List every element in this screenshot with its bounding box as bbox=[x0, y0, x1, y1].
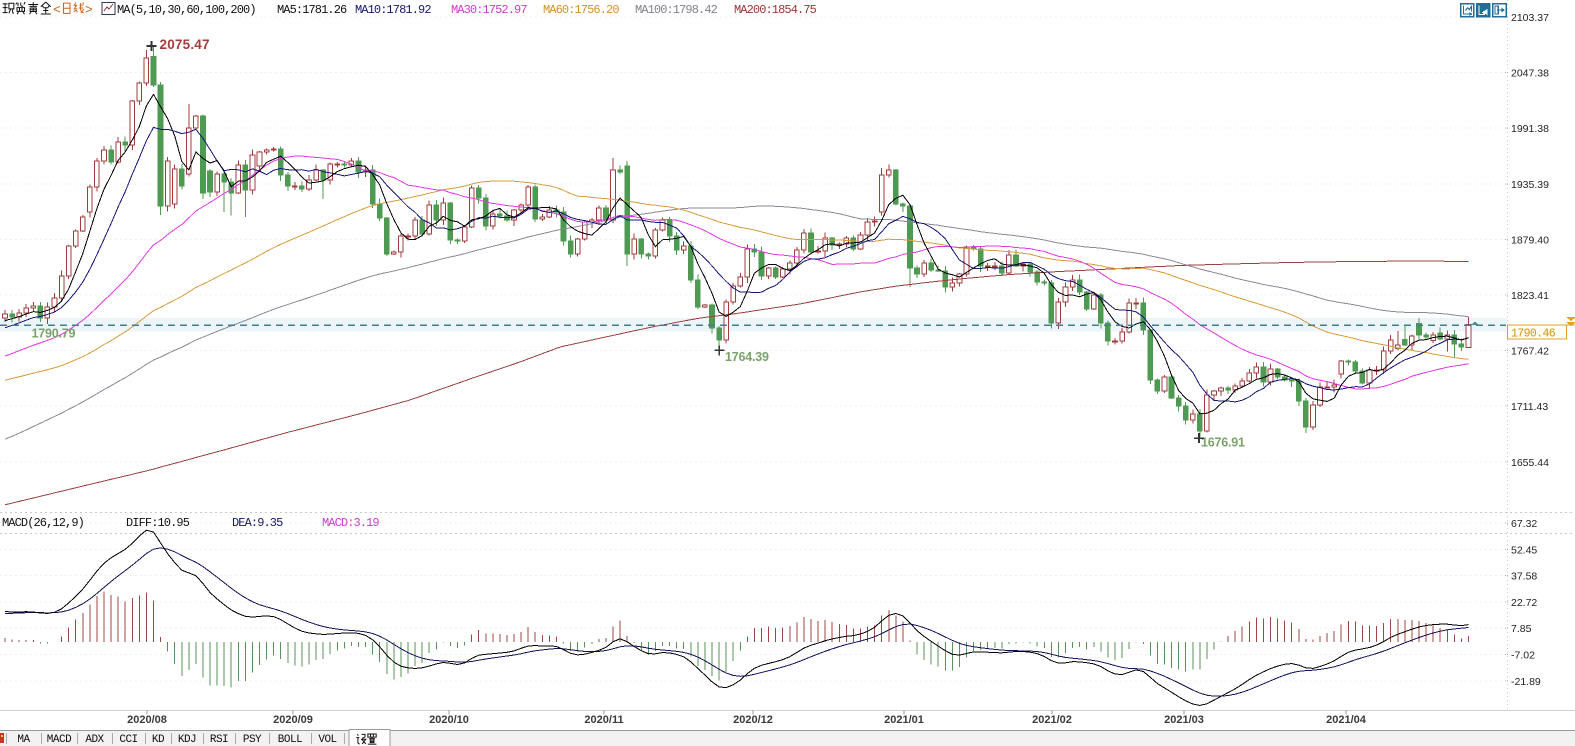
svg-text:1790.79: 1790.79 bbox=[32, 327, 76, 341]
svg-text:>: > bbox=[85, 3, 93, 18]
svg-text:1790.46: 1790.46 bbox=[1511, 327, 1556, 340]
svg-text:KDJ: KDJ bbox=[178, 734, 196, 746]
svg-text:MA30:1752.97: MA30:1752.97 bbox=[451, 3, 527, 17]
svg-text:RSI: RSI bbox=[210, 734, 228, 746]
svg-text:2021/01: 2021/01 bbox=[884, 714, 924, 726]
svg-text:67.32: 67.32 bbox=[1511, 518, 1537, 530]
svg-text:-21.89: -21.89 bbox=[1511, 676, 1541, 688]
svg-text:<: < bbox=[53, 3, 61, 18]
svg-text:2020/11: 2020/11 bbox=[584, 714, 623, 726]
svg-text:1991.38: 1991.38 bbox=[1511, 123, 1549, 135]
svg-text:2021/03: 2021/03 bbox=[1164, 714, 1204, 726]
svg-text:MACD: MACD bbox=[47, 734, 72, 746]
svg-text:BOLL: BOLL bbox=[278, 734, 302, 746]
svg-text:PSY: PSY bbox=[243, 734, 262, 746]
svg-text:1676.91: 1676.91 bbox=[1201, 436, 1245, 450]
svg-text:MA(5,10,30,60,100,200): MA(5,10,30,60,100,200) bbox=[117, 3, 256, 17]
svg-text:MACD(26,12,9): MACD(26,12,9) bbox=[2, 516, 84, 530]
svg-text:2075.47: 2075.47 bbox=[160, 37, 210, 52]
svg-text:-7.02: -7.02 bbox=[1511, 650, 1535, 662]
svg-text:2020/08: 2020/08 bbox=[127, 714, 167, 726]
svg-text:1655.44: 1655.44 bbox=[1511, 457, 1549, 469]
svg-text:2047.38: 2047.38 bbox=[1511, 68, 1549, 80]
svg-text:52.45: 52.45 bbox=[1511, 544, 1537, 556]
svg-text:KD: KD bbox=[152, 734, 165, 746]
svg-text:37.58: 37.58 bbox=[1511, 571, 1537, 583]
svg-text:MA5:1781.26: MA5:1781.26 bbox=[277, 3, 347, 17]
svg-text:1764.39: 1764.39 bbox=[725, 350, 769, 364]
svg-text:2020/12: 2020/12 bbox=[733, 714, 773, 726]
svg-text:2021/02: 2021/02 bbox=[1032, 714, 1072, 726]
svg-text:1879.40: 1879.40 bbox=[1511, 234, 1549, 246]
svg-text:ADX: ADX bbox=[85, 734, 104, 746]
svg-text:2020/10: 2020/10 bbox=[429, 714, 469, 726]
svg-text:2020/09: 2020/09 bbox=[273, 714, 313, 726]
svg-text:DEA:9.35: DEA:9.35 bbox=[232, 516, 283, 530]
svg-text:1711.43: 1711.43 bbox=[1511, 401, 1548, 413]
svg-text:MA: MA bbox=[17, 734, 30, 746]
svg-text:22.72: 22.72 bbox=[1511, 597, 1537, 609]
svg-text:MA200:1854.75: MA200:1854.75 bbox=[734, 3, 817, 17]
svg-text:1823.41: 1823.41 bbox=[1511, 290, 1549, 302]
svg-text:MA60:1756.20: MA60:1756.20 bbox=[543, 3, 619, 17]
svg-text:1767.42: 1767.42 bbox=[1511, 346, 1549, 358]
svg-text:MA10:1781.92: MA10:1781.92 bbox=[355, 3, 431, 17]
svg-text:DIFF:10.95: DIFF:10.95 bbox=[126, 516, 190, 530]
svg-text:VOL: VOL bbox=[318, 734, 336, 746]
svg-text:7.85: 7.85 bbox=[1511, 623, 1532, 635]
svg-text:1935.39: 1935.39 bbox=[1511, 179, 1549, 191]
svg-text:CCI: CCI bbox=[119, 734, 137, 746]
svg-text:2021/04: 2021/04 bbox=[1326, 714, 1367, 726]
svg-text:MA100:1798.42: MA100:1798.42 bbox=[635, 3, 718, 17]
svg-text:MACD:3.19: MACD:3.19 bbox=[322, 516, 379, 530]
svg-text:2103.37: 2103.37 bbox=[1511, 12, 1549, 24]
